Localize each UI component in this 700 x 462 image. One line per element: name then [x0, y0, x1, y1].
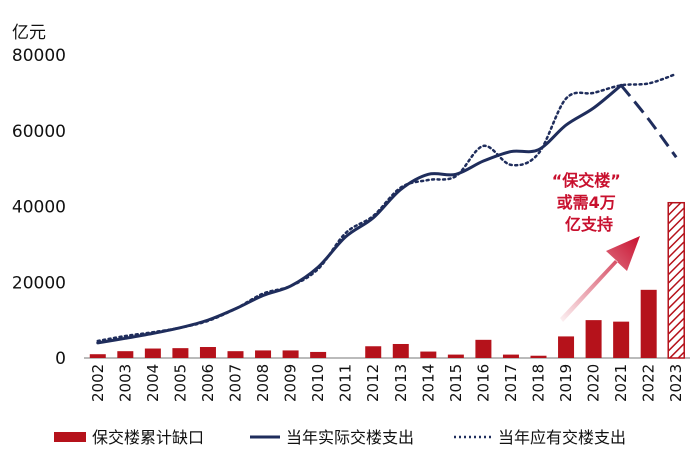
x-tick-label: 2013 — [392, 364, 410, 402]
y-tick-label: 40000 — [12, 198, 66, 218]
bar — [475, 339, 492, 358]
annotation-line-2: 或需4万 — [557, 193, 616, 212]
y-tick-label: 80000 — [12, 46, 66, 66]
x-tick-label: 2006 — [199, 364, 217, 402]
unit-label: 亿元 — [12, 23, 46, 43]
legend-label-bar: 保交楼累计缺口 — [92, 428, 204, 447]
bar — [502, 354, 519, 358]
x-tick-label: 2016 — [474, 364, 492, 402]
bar — [640, 289, 657, 358]
x-tick-label: 2003 — [116, 364, 134, 402]
x-tick-label: 2011 — [337, 364, 355, 402]
line-actual-spending — [96, 83, 623, 345]
x-tick-label: 2007 — [227, 364, 245, 402]
x-tick-label: 2012 — [364, 364, 382, 402]
bar — [255, 350, 272, 358]
x-tick-label: 2005 — [171, 364, 189, 402]
y-tick-label: 60000 — [12, 122, 66, 142]
legend-label-expected: 当年应有交楼支出 — [498, 428, 626, 447]
bar — [585, 320, 602, 358]
bar — [144, 348, 161, 358]
annotation-arrow — [560, 236, 640, 322]
bar — [420, 351, 437, 358]
annotation-line-3: 亿支持 — [565, 215, 613, 234]
legend: 保交楼累计缺口 当年实际交楼支出 当年应有交楼支出 — [54, 428, 626, 447]
x-tick-label: 2015 — [447, 364, 465, 402]
bar — [282, 350, 299, 358]
x-tick-label: 2018 — [530, 364, 548, 402]
x-tick-label: 2014 — [419, 364, 437, 402]
annotation-line-1: “保交楼” — [552, 171, 621, 190]
x-tick-label: 2009 — [282, 364, 300, 402]
x-tick-label: 2019 — [557, 364, 575, 402]
annotation: “保交楼” 或需4万 亿支持 — [552, 171, 640, 322]
x-tick-label: 2021 — [612, 364, 630, 402]
y-tick-label: 0 — [55, 349, 66, 369]
bar — [667, 201, 685, 359]
y-tick-label: 20000 — [12, 273, 66, 293]
line-actual-spending-projected — [619, 84, 678, 159]
bar-series — [89, 201, 685, 359]
bar — [310, 351, 327, 358]
x-tick-label: 2002 — [89, 364, 107, 402]
bar — [558, 336, 575, 358]
bar — [172, 348, 189, 358]
bar — [117, 351, 134, 358]
x-tick-label: 2022 — [640, 364, 658, 402]
x-tick-label: 2017 — [502, 364, 520, 402]
x-tick-label: 2010 — [309, 364, 327, 402]
x-tick-label: 2008 — [254, 364, 272, 402]
legend-swatch-bar — [54, 432, 86, 442]
legend-label-actual: 当年实际交楼支出 — [286, 428, 414, 447]
y-axis: 0 20000 40000 60000 80000 — [12, 46, 66, 369]
line-series — [96, 72, 678, 345]
bar — [199, 347, 216, 358]
bar — [227, 351, 244, 358]
bar — [89, 354, 106, 358]
svg-text:“保交楼” 或需4万 亿支持: “保交楼” 或需4万 亿支持 — [552, 171, 627, 234]
x-tick-label: 2020 — [585, 364, 603, 402]
bar — [613, 321, 630, 358]
x-axis: 2002 2003 2004 2005 2006 2007 2008 2009 2010 2011… — [89, 364, 685, 402]
bar — [365, 346, 382, 358]
bar — [392, 343, 409, 358]
x-tick-label: 2004 — [144, 364, 162, 402]
bar — [447, 354, 464, 358]
x-tick-label: 2023 — [667, 364, 685, 402]
bar — [530, 355, 547, 358]
